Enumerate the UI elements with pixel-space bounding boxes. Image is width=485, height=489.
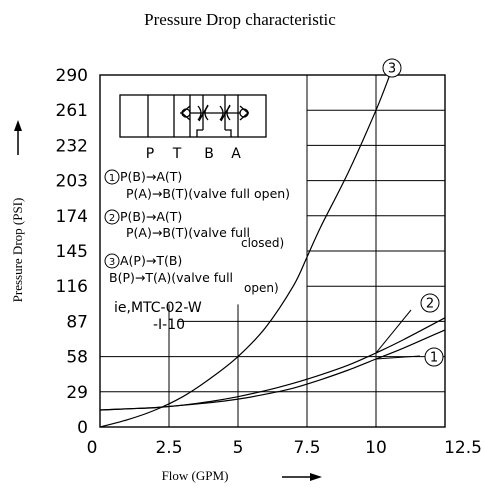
x-tick-label-2: 5: [233, 438, 244, 458]
condition-1-number: 1: [109, 173, 115, 184]
x-tick-label-3: 7.5: [293, 438, 320, 458]
condition-2-badge: [104, 209, 120, 225]
y-axis-title: Pressure Drop (PSI): [10, 120, 25, 302]
port-label-b: B: [204, 146, 214, 162]
x-tick-labels: 0 2.5 5 7.5 10 12.5: [87, 438, 482, 458]
y-axis-label: Pressure Drop (PSI): [10, 198, 25, 303]
x-tick-label-1: 2.5: [155, 438, 182, 458]
port-label-t: T: [172, 146, 182, 162]
condition-3: 3 A(P)→T(B) B(P)→T(A)(valve full open): [104, 253, 279, 295]
condition-1-line2: P(A)→B(T)(valve full open): [126, 186, 290, 201]
condition-1: 1 P(B)→A(T) P(A)→B(T)(valve full open): [104, 169, 290, 201]
condition-1-line1: P(B)→A(T): [120, 169, 182, 184]
condition-3-line1: A(P)→T(B): [120, 253, 182, 268]
condition-2-line2: P(A)→B(T)(valve full: [126, 225, 250, 240]
series-1-leader: [375, 355, 421, 360]
condition-3-badge: [104, 253, 120, 269]
condition-3-line3: open): [244, 281, 279, 295]
y-tick-label-2: 58: [66, 348, 88, 368]
y-tick-labels: 0 29 58 87 116 145 174 203 232 261 290: [56, 66, 88, 438]
y-tick-label-7: 203: [56, 172, 88, 192]
series-3-line: [99, 74, 391, 428]
circuit-diagram: [119, 94, 267, 138]
condition-1-badge: [104, 169, 120, 185]
series-1-label: 1: [430, 351, 438, 366]
series-2-line: [99, 317, 446, 411]
x-axis-arrow: [282, 473, 322, 481]
series-3-badge: [382, 58, 402, 78]
circuit-port-labels: P T B A: [146, 146, 241, 162]
condition-3-number: 3: [109, 257, 115, 268]
x-axis-title: Flow (GPM): [162, 468, 322, 483]
model-line-1: ie,MTC-02-W: [114, 300, 202, 316]
y-tick-label-1: 29: [66, 383, 88, 403]
plot-frame: [99, 74, 446, 428]
x-tick-label-0: 0: [87, 438, 98, 458]
port-label-p: P: [146, 146, 154, 162]
y-tick-label-3: 87: [66, 312, 88, 332]
y-tick-label-8: 232: [56, 136, 88, 156]
series-2-leader: [375, 309, 412, 354]
series-1-line: [99, 329, 446, 411]
y-tick-label-9: 261: [56, 101, 88, 121]
x-tick-label-5: 12.5: [444, 438, 482, 458]
condition-2-line3: closed): [241, 236, 284, 250]
condition-2-line1: P(B)→A(T): [120, 209, 182, 224]
y-tick-label-5: 145: [56, 242, 88, 262]
y-tick-label-0: 0: [77, 418, 88, 438]
y-tick-label-4: 116: [56, 277, 88, 297]
condition-2-number: 2: [109, 213, 115, 224]
series-3-label: 3: [388, 62, 396, 77]
y-tick-label-6: 174: [56, 207, 88, 227]
port-label-a: A: [231, 146, 241, 162]
x-axis-label: Flow (GPM): [162, 468, 229, 483]
series-2-label: 2: [426, 297, 434, 312]
series-layer: 1 2 3: [99, 58, 446, 428]
series-1-badge: [424, 347, 444, 367]
y-axis-arrow: [14, 120, 22, 155]
series-2-badge: [420, 293, 440, 313]
y-tick-label-10: 290: [56, 66, 88, 86]
condition-3-line2: B(P)→T(A)(valve full: [109, 270, 233, 285]
model-line-2: -I-10: [153, 317, 185, 333]
x-tick-label-4: 10: [365, 438, 387, 458]
condition-legend: 1 P(B)→A(T) P(A)→B(T)(valve full open) 2…: [104, 169, 290, 333]
chart-title: Pressure Drop characteristic: [144, 10, 336, 29]
condition-2: 2 P(B)→A(T) P(A)→B(T)(valve full closed): [104, 209, 284, 250]
